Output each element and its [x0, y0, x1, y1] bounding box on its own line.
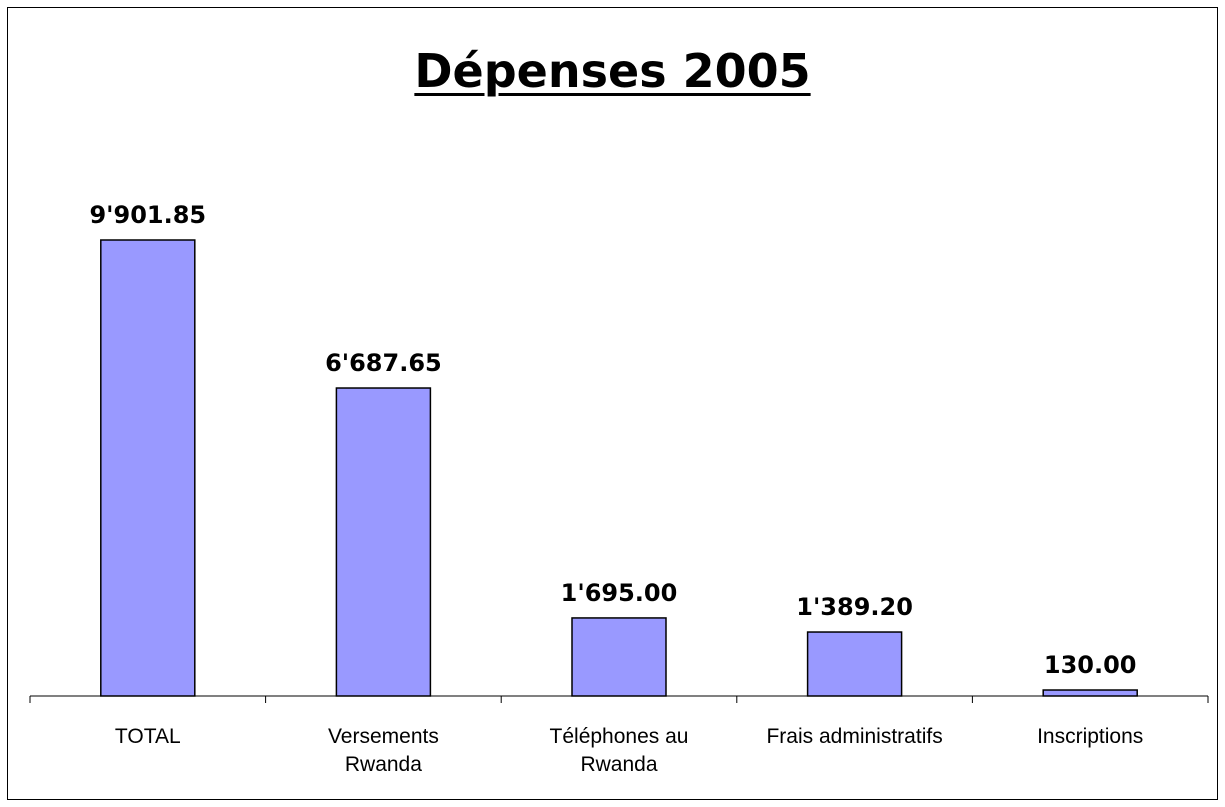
x-tick-label: TOTAL	[115, 725, 181, 748]
data-label: 130.00	[1044, 651, 1137, 679]
data-label: 1'389.20	[796, 593, 913, 621]
x-tick-label: Téléphones au	[550, 725, 689, 748]
bar	[335, 387, 432, 697]
bar	[571, 617, 667, 697]
bar	[1042, 689, 1138, 697]
x-tick-label: Rwanda	[345, 753, 422, 776]
bar	[806, 631, 903, 697]
data-label: 9'901.85	[89, 201, 206, 229]
x-tick-label: Rwanda	[580, 753, 657, 776]
x-tick-label: Inscriptions	[1037, 725, 1143, 748]
x-tick-label: Versements	[328, 725, 439, 748]
data-label: 1'695.00	[561, 579, 678, 607]
data-label: 6'687.65	[325, 349, 442, 377]
chart-title: Dépenses 2005	[414, 44, 811, 98]
x-tick-label: Frais administratifs	[766, 725, 942, 748]
bar	[100, 239, 196, 697]
